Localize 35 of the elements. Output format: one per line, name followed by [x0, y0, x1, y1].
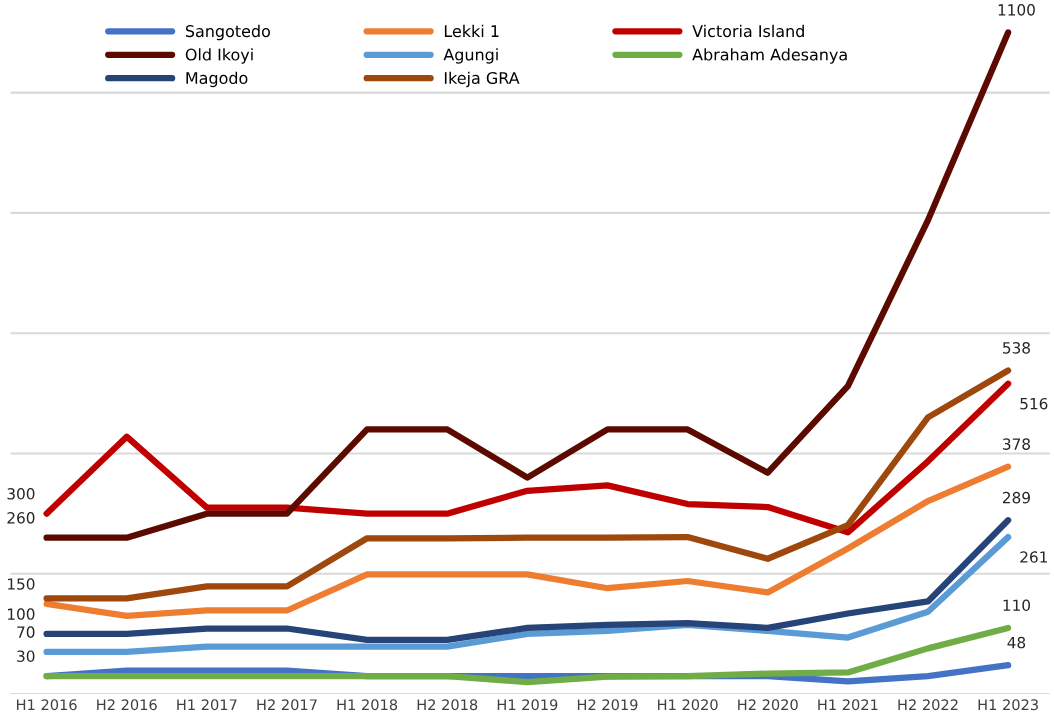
x-tick-label: H2 2018: [417, 699, 478, 711]
legend-label: Lekki 1: [444, 24, 499, 38]
x-tick-label: H2 2020: [738, 699, 798, 711]
legend-label: Old Ikoyi: [185, 48, 253, 64]
data-label: 261: [1020, 551, 1047, 563]
x-tick-label: H2 2022: [898, 699, 958, 711]
x-tick-label: H1 2020: [658, 699, 718, 711]
x-tick-label: H2 2019: [577, 699, 638, 711]
legend-label: Abraham Adesanya: [692, 48, 847, 64]
x-tick-label: H1 2019: [497, 699, 558, 711]
data-label: 300: [7, 488, 35, 500]
x-tick-label: H1 2023: [978, 699, 1038, 711]
data-label: 378: [1003, 438, 1030, 450]
x-tick-label: H1 2021: [818, 699, 878, 711]
legend-label: Victoria Island: [692, 24, 804, 38]
data-label: 1100: [998, 4, 1035, 16]
legend-label: Agungi: [443, 48, 498, 64]
x-tick-label: H2 2017: [257, 699, 317, 711]
x-tick-label: H1 2016: [17, 699, 77, 711]
data-label: 30: [17, 650, 35, 662]
data-label: 150: [8, 578, 35, 590]
data-label: 516: [1020, 397, 1048, 410]
x-tick-label: H2 2016: [97, 699, 157, 711]
data-label: 289: [1002, 491, 1030, 504]
data-label: 260: [7, 512, 35, 524]
legend-label: Ikeja GRA: [444, 71, 520, 88]
data-label: 48: [1007, 636, 1026, 649]
x-tick-label: H1 2018: [337, 699, 398, 711]
x-tick-label: H1 2017: [177, 699, 237, 711]
legend-label: Magodo: [186, 71, 248, 88]
data-label: 100: [8, 608, 35, 620]
data-label: 110: [1003, 599, 1031, 612]
data-label: 70: [17, 626, 35, 638]
data-label: 538: [1003, 342, 1030, 354]
legend-label: Sangotedo: [185, 24, 270, 41]
